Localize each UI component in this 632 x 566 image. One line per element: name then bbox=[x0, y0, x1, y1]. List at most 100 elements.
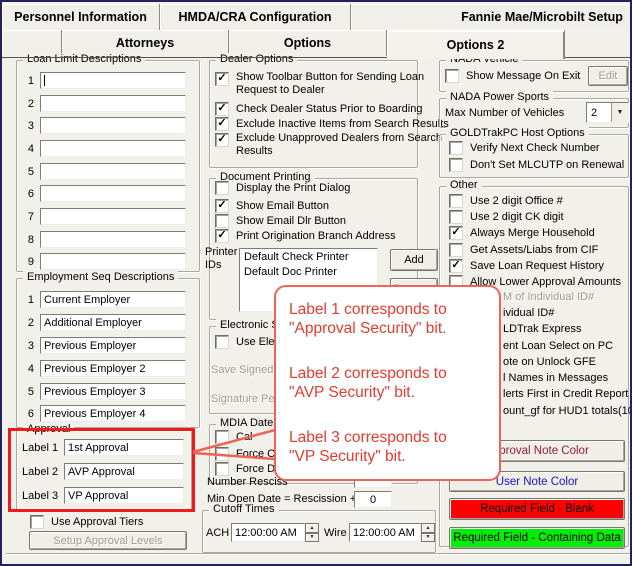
loan-limit-descriptions-group: Loan Limit Descriptions bbox=[16, 53, 200, 272]
tab-options-2-active[interactable]: Options 2 bbox=[387, 30, 565, 59]
approval-label-1: Label 1 bbox=[22, 442, 59, 454]
tab-strip-divider bbox=[2, 57, 630, 58]
max-vehicles-dropdown[interactable]: 2 ▼ bbox=[586, 102, 629, 123]
dealer-options-group: Dealer Options bbox=[209, 53, 418, 168]
tab-fannie-mae-microbilt-setup[interactable]: Fannie Mae/Microbilt Setup bbox=[351, 4, 630, 30]
checkbox-icon: ✓ bbox=[215, 133, 229, 147]
checkbox-icon bbox=[30, 515, 44, 529]
spinner-up-icon[interactable]: ▲ bbox=[305, 523, 319, 533]
approval-input-2[interactable]: AVP Approval bbox=[64, 463, 184, 480]
loan-limit-row-num: 7 bbox=[27, 211, 34, 223]
loan-limit-input-4[interactable] bbox=[40, 140, 186, 157]
spinner-down-icon[interactable]: ▼ bbox=[305, 532, 319, 542]
checkbox-icon bbox=[449, 158, 463, 172]
checkbox-dont-set-mlcutp[interactable]: Don't Set MLCUTP on Renewal bbox=[449, 157, 624, 173]
min-open-date-input[interactable]: 0 bbox=[354, 491, 392, 508]
employment-input-6[interactable]: Previous Employer 4 bbox=[40, 405, 186, 422]
spinner-down-icon[interactable]: ▼ bbox=[421, 532, 435, 542]
chevron-down-icon[interactable]: ▼ bbox=[611, 103, 628, 122]
loan-limit-input-5[interactable] bbox=[40, 163, 186, 180]
group-title: Dealer Options bbox=[216, 53, 298, 65]
cutoff-times-group: Cutoff Times bbox=[202, 503, 436, 553]
listbox-item[interactable]: Default Check Printer bbox=[244, 251, 349, 263]
group-title: Other bbox=[446, 179, 482, 191]
option-fragment: lerts First in Credit Report bbox=[503, 388, 629, 400]
checkbox-exclude-inactive-items[interactable]: ✓ Exclude Inactive Items from Search Res… bbox=[215, 116, 449, 132]
required-field-containing-data-button[interactable]: Required Field - Containing Data bbox=[449, 527, 625, 549]
wire-time-spinner: ▲ ▼ bbox=[421, 523, 435, 542]
checkbox-print-origination-branch[interactable]: ✓ Print Origination Branch Address bbox=[215, 228, 396, 244]
checkbox-icon bbox=[449, 141, 463, 155]
employment-input-1[interactable]: Current Employer bbox=[40, 291, 186, 308]
loan-limit-row-num: 1 bbox=[27, 75, 34, 87]
tab-options[interactable]: Options bbox=[229, 30, 387, 56]
employment-input-5[interactable]: Previous Employer 3 bbox=[40, 383, 186, 400]
loan-limit-input-9[interactable] bbox=[40, 253, 186, 270]
approval-highlight-rectangle bbox=[8, 428, 195, 512]
checkbox-icon: ✓ bbox=[449, 226, 463, 240]
checkbox-use-2-digit-ck-digit[interactable]: Use 2 digit CK digit bbox=[449, 209, 564, 225]
loan-limit-row-num: 2 bbox=[27, 98, 34, 110]
group-title: Loan Limit Descriptions bbox=[23, 53, 146, 65]
loan-limit-row-num: 3 bbox=[27, 120, 34, 132]
tab-label: HMDA/CRA Configuration bbox=[178, 10, 332, 24]
checkbox-show-toolbar-button[interactable]: ✓ Show Toolbar Button for Sending Loan Re… bbox=[215, 71, 424, 97]
tab-hmda-cra-configuration[interactable]: HMDA/CRA Configuration bbox=[160, 4, 351, 30]
checkbox-icon bbox=[215, 214, 229, 228]
checkbox-save-loan-request-history[interactable]: ✓ Save Loan Request History bbox=[449, 258, 604, 274]
employment-input-2[interactable]: Additional Employer bbox=[40, 314, 186, 331]
bottom-groove bbox=[6, 553, 630, 554]
checkbox-show-email-dlr-button[interactable]: Show Email Dlr Button bbox=[215, 213, 346, 229]
checkbox-get-assets-liabs-cif[interactable]: Get Assets/Liabs from CIF bbox=[449, 242, 598, 258]
checkbox-icon: ✓ bbox=[215, 229, 229, 243]
callout-tail bbox=[192, 428, 276, 461]
checkbox-exclude-unapproved-dealers[interactable]: ✓ Exclude Unapproved Dealers from Search… bbox=[215, 132, 442, 158]
ach-label: ACH bbox=[206, 527, 230, 539]
option-fragment: ote on Unlock GFE bbox=[503, 356, 596, 368]
loan-limit-input-2[interactable] bbox=[40, 95, 186, 112]
tab-attorneys[interactable]: Attorneys bbox=[62, 30, 229, 56]
loan-limit-input-1[interactable] bbox=[40, 72, 186, 89]
loan-limit-input-8[interactable] bbox=[40, 231, 186, 248]
setup-approval-levels-button[interactable]: Setup Approval Levels bbox=[29, 531, 187, 550]
checkbox-always-merge-household[interactable]: ✓ Always Merge Household bbox=[449, 225, 595, 241]
checkbox-use-2-digit-office[interactable]: Use 2 digit Office # bbox=[449, 193, 563, 209]
checkbox-verify-next-check-number[interactable]: Verify Next Check Number bbox=[449, 140, 600, 156]
wire-cutoff-time-input[interactable]: 12:00:00 AM bbox=[349, 523, 421, 542]
tab-personnel-information[interactable]: Personnel Information bbox=[2, 4, 160, 30]
checkbox-display-print-dialog[interactable]: Display the Print Dialog bbox=[215, 180, 350, 196]
tab-label: Attorneys bbox=[115, 36, 175, 50]
listbox-item[interactable]: Default Doc Printer bbox=[244, 266, 337, 278]
ach-cutoff-time-input[interactable]: 12:00:00 AM bbox=[231, 523, 305, 542]
tab-label: Options 2 bbox=[446, 37, 505, 52]
employment-row-num: 5 bbox=[27, 386, 34, 398]
checkbox-show-message-on-exit[interactable]: Show Message On Exit bbox=[445, 68, 580, 84]
approval-input-3[interactable]: VP Approval bbox=[64, 487, 184, 504]
loan-limit-input-3[interactable] bbox=[40, 117, 186, 134]
loan-limit-input-7[interactable] bbox=[40, 208, 186, 225]
approval-label-3: Label 3 bbox=[22, 490, 59, 502]
max-vehicles-label: Max Number of Vehicles bbox=[445, 107, 565, 119]
employment-input-4[interactable]: Previous Employer 2 bbox=[40, 360, 186, 377]
checkbox-icon bbox=[215, 181, 229, 195]
loan-limit-row-num: 5 bbox=[27, 166, 34, 178]
add-printer-button[interactable]: Add bbox=[390, 249, 438, 271]
loan-limit-input-6[interactable] bbox=[40, 185, 186, 202]
approval-input-1[interactable]: 1st Approval bbox=[64, 439, 184, 456]
tab-stub[interactable] bbox=[2, 30, 62, 56]
checkbox-show-email-button[interactable]: ✓ Show Email Button bbox=[215, 198, 329, 214]
tab-label: Options bbox=[283, 36, 332, 50]
edit-nada-button[interactable]: Edit bbox=[588, 66, 628, 86]
employment-input-3[interactable]: Previous Employer bbox=[40, 337, 186, 354]
required-field-blank-button[interactable]: Required Field - Blank bbox=[449, 498, 625, 520]
use-approval-tiers-checkbox[interactable]: Use Approval Tiers bbox=[30, 514, 143, 530]
annotation-callout: Label 1 corresponds to "Approval Security… bbox=[274, 285, 501, 481]
employment-row-num: 6 bbox=[27, 408, 34, 420]
employment-row-num: 4 bbox=[27, 363, 34, 375]
spinner-up-icon[interactable]: ▲ bbox=[421, 523, 435, 533]
callout-paragraph: Label 2 corresponds to "AVP Security" bit… bbox=[289, 365, 447, 401]
printer-ids-listbox[interactable]: Default Check Printer Default Doc Printe… bbox=[239, 248, 378, 312]
checkbox-check-dealer-status[interactable]: ✓ Check Dealer Status Prior to Boarding bbox=[215, 101, 422, 117]
goldtrakpc-host-options-group: GOLDTrakPC Host Options bbox=[439, 127, 629, 178]
